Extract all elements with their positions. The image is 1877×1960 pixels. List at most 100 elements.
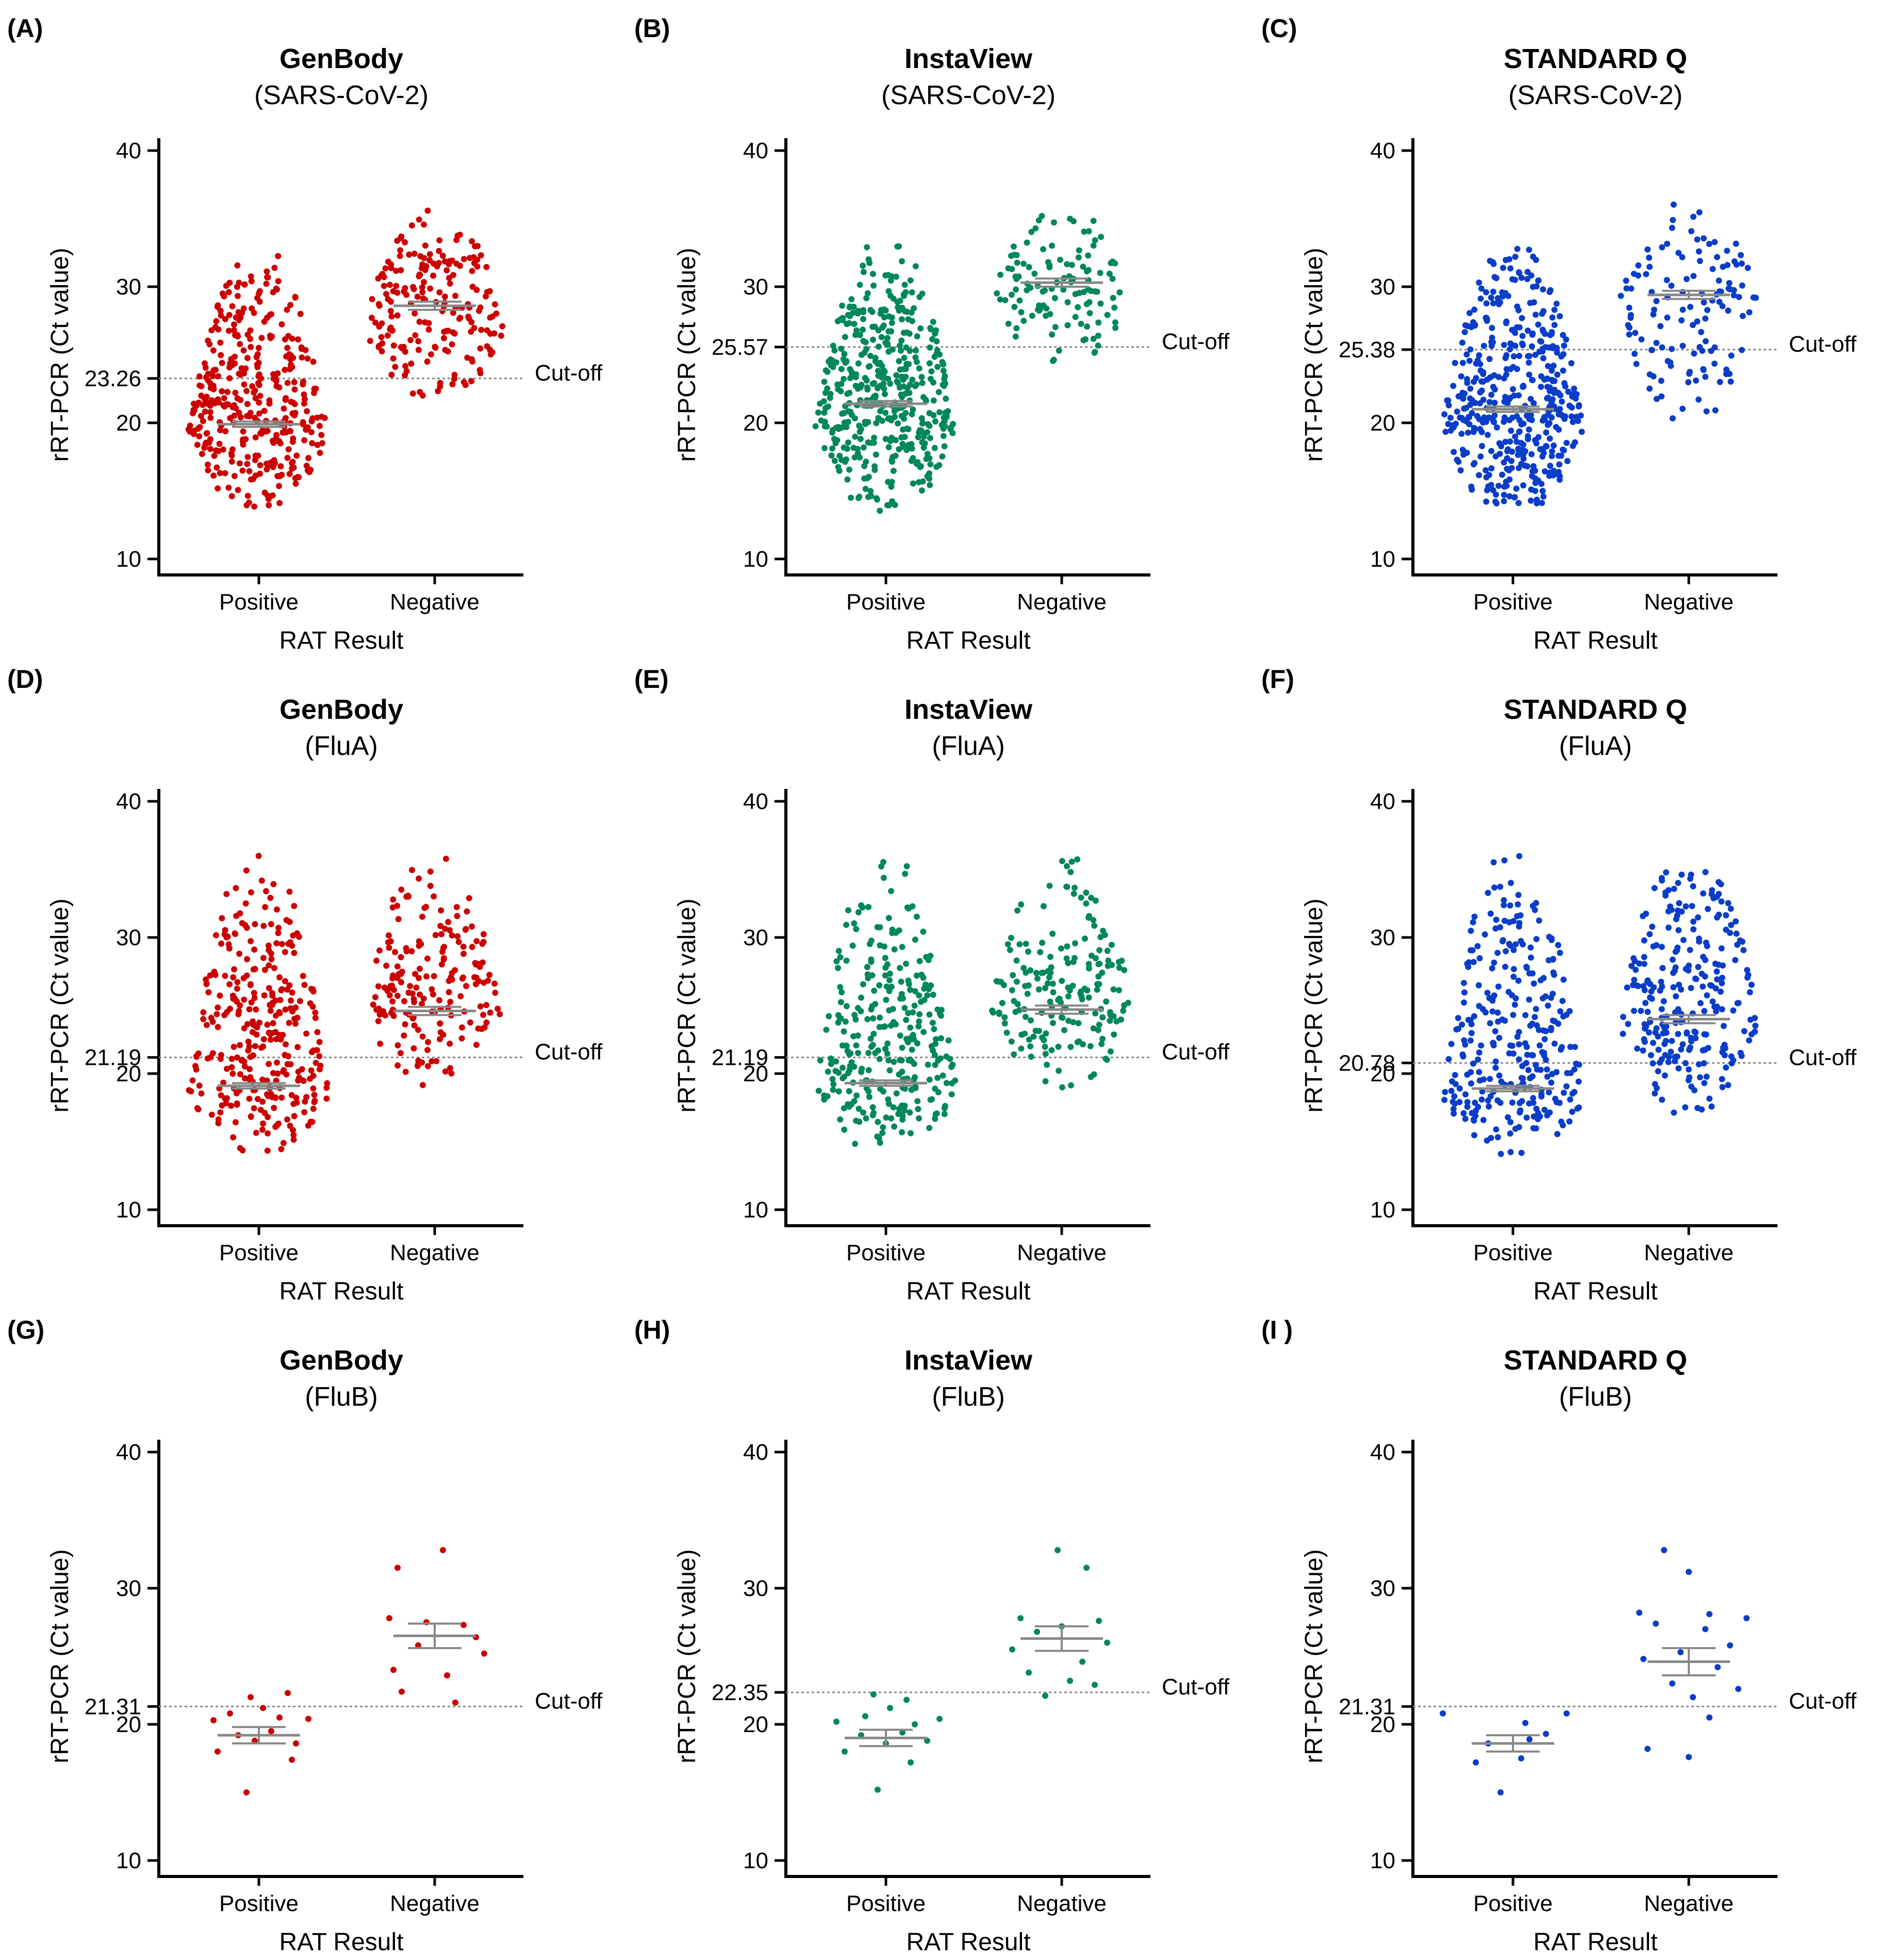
data-point xyxy=(1659,1096,1665,1103)
data-point xyxy=(1629,982,1636,989)
data-point xyxy=(1467,346,1474,353)
panel-letter: (B) xyxy=(634,14,670,43)
data-point xyxy=(241,996,248,1003)
data-point xyxy=(403,368,410,374)
data-point xyxy=(1692,1035,1699,1042)
data-point xyxy=(270,1020,276,1027)
data-point xyxy=(1503,318,1510,325)
data-point xyxy=(431,893,437,900)
data-point xyxy=(1067,869,1074,876)
chart-title: STANDARD Q xyxy=(1504,43,1687,74)
data-point xyxy=(484,327,490,334)
data-point xyxy=(229,303,236,309)
data-point xyxy=(919,478,926,485)
data-point xyxy=(1695,1061,1702,1067)
data-point xyxy=(1112,319,1118,326)
data-point xyxy=(419,289,426,295)
data-point xyxy=(241,1075,248,1082)
data-point xyxy=(298,344,305,351)
data-point xyxy=(1026,1036,1032,1043)
data-point xyxy=(1730,1007,1737,1014)
data-point xyxy=(247,327,254,334)
data-point xyxy=(213,932,219,938)
data-point xyxy=(855,308,861,314)
data-point xyxy=(1074,856,1081,863)
data-point xyxy=(205,462,211,468)
data-point xyxy=(1556,313,1563,320)
data-point xyxy=(1491,400,1498,406)
data-point xyxy=(1683,276,1690,283)
data-point xyxy=(244,401,251,407)
data-point xyxy=(1695,964,1702,970)
data-point xyxy=(256,399,262,406)
data-point xyxy=(1688,228,1694,235)
data-point xyxy=(399,1688,405,1695)
data-point xyxy=(402,363,409,369)
data-point xyxy=(1024,239,1030,246)
data-point xyxy=(916,958,923,964)
data-point xyxy=(1635,262,1642,269)
data-point xyxy=(423,973,430,980)
data-point xyxy=(925,1061,931,1068)
data-point xyxy=(234,979,241,985)
data-point xyxy=(419,913,425,920)
data-point xyxy=(871,323,878,330)
data-point xyxy=(1085,286,1091,293)
data-point xyxy=(245,499,252,506)
data-point xyxy=(279,1032,286,1039)
data-point xyxy=(857,332,863,338)
data-point xyxy=(1658,1006,1665,1012)
data-point xyxy=(307,1118,314,1125)
y-tick-label: 40 xyxy=(116,1440,141,1465)
data-point xyxy=(468,378,475,385)
data-point xyxy=(1655,1046,1662,1053)
data-point xyxy=(1516,324,1523,331)
data-point xyxy=(411,251,418,257)
data-point xyxy=(215,396,221,403)
data-point xyxy=(318,414,325,420)
data-point xyxy=(398,886,405,893)
data-point xyxy=(1451,449,1457,455)
data-point xyxy=(294,930,301,936)
data-point xyxy=(1549,367,1555,374)
data-point xyxy=(1567,1096,1573,1103)
data-point xyxy=(876,1056,883,1062)
data-point xyxy=(1056,348,1062,354)
data-point xyxy=(927,461,934,468)
y-tick-label: 40 xyxy=(1370,789,1395,814)
data-point xyxy=(224,389,230,396)
data-point xyxy=(1529,1073,1536,1080)
data-point xyxy=(253,1129,259,1136)
data-point xyxy=(282,1051,288,1058)
data-point xyxy=(890,1006,896,1012)
y-tick-label: 10 xyxy=(1370,547,1395,572)
data-point xyxy=(1726,371,1733,377)
y-tick-label: 30 xyxy=(743,925,768,950)
data-point xyxy=(1558,398,1565,405)
data-point xyxy=(860,1109,866,1116)
data-point xyxy=(1719,980,1725,986)
data-point xyxy=(1647,371,1653,378)
data-point xyxy=(1647,994,1653,1001)
data-point xyxy=(475,1025,482,1032)
data-point xyxy=(241,281,248,288)
data-point xyxy=(457,315,464,321)
data-point xyxy=(901,434,908,440)
data-point xyxy=(1743,1615,1750,1622)
data-point xyxy=(1452,1072,1458,1078)
data-point xyxy=(419,1082,426,1089)
data-point xyxy=(1560,351,1567,357)
y-tick-label: 30 xyxy=(1370,1576,1395,1601)
data-point xyxy=(1514,245,1521,252)
data-point xyxy=(1731,292,1737,299)
data-point xyxy=(269,990,275,996)
chart-subtitle: (FluA) xyxy=(305,731,378,761)
data-point xyxy=(1480,1117,1487,1123)
data-point xyxy=(454,913,460,919)
data-point xyxy=(1724,248,1731,254)
data-point xyxy=(287,302,294,308)
data-point xyxy=(477,304,484,311)
y-tick-label: 10 xyxy=(743,1848,768,1873)
x-axis-title: RAT Result xyxy=(1534,627,1658,654)
data-point xyxy=(1526,996,1533,1003)
